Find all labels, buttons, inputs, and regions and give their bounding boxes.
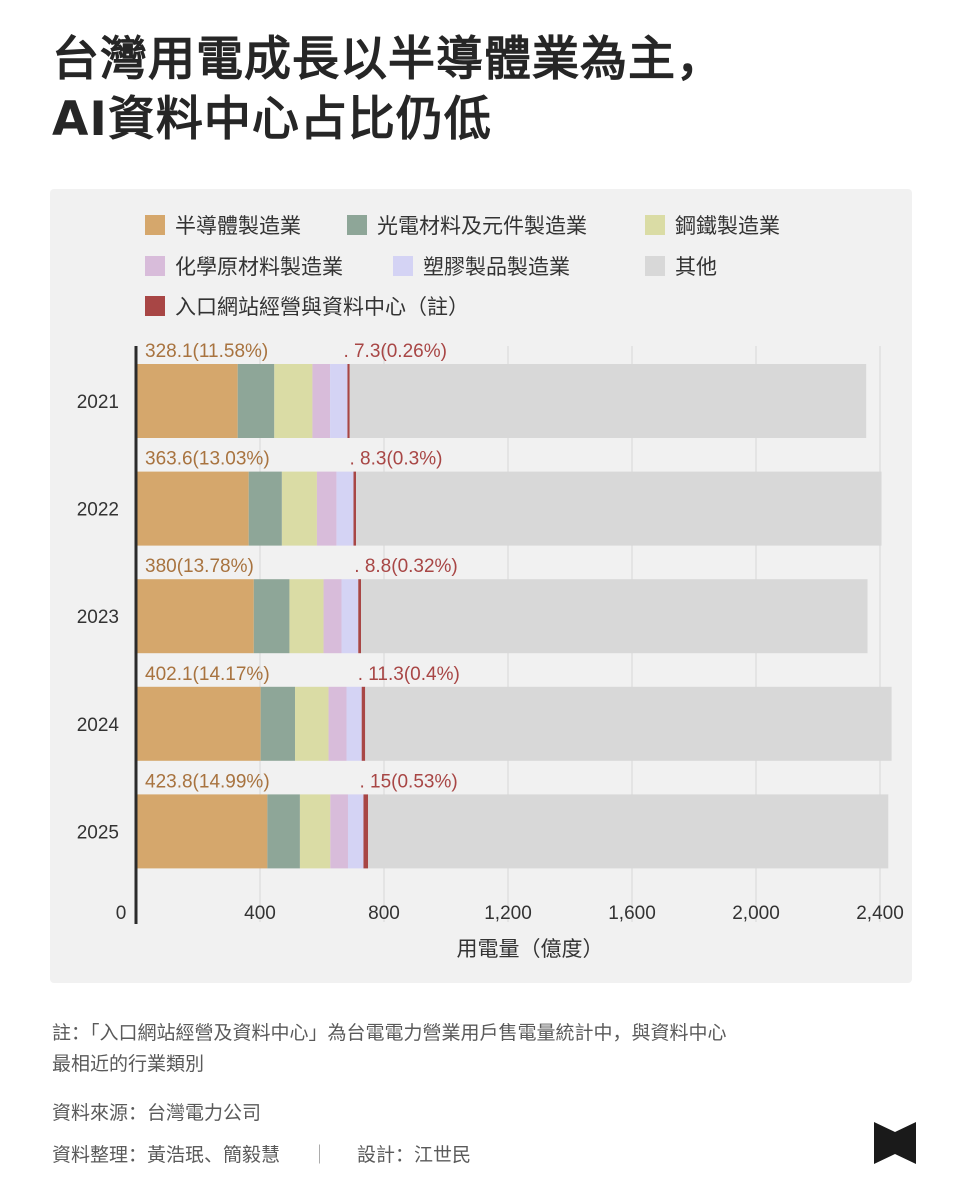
bar-segment: [136, 579, 254, 654]
bar-segment: [312, 364, 331, 438]
bar-segment: [316, 471, 337, 546]
data-label-semiconductor: 380(13.78%): [145, 556, 254, 577]
bar-segment: [328, 686, 347, 761]
bar-segment: [323, 579, 342, 654]
stacked-bar-chart: 2021 328.1(11.58%) . 7.3(0.26%) 2022 363.6(1…: [77, 341, 904, 924]
data-label-semiconductor: 363.6(13.03%): [145, 449, 270, 470]
bar-segment: [368, 794, 889, 869]
credits-separator: ｜: [310, 1144, 330, 1166]
x-tick-label: 800: [368, 903, 400, 924]
bar-segment: [356, 471, 882, 546]
y-tick-label: 2024: [77, 715, 120, 736]
y-tick-label: 2022: [77, 500, 119, 521]
bar-segment: [353, 471, 357, 546]
legend-swatch-plastics: [393, 256, 413, 276]
bar-segment: [358, 579, 361, 654]
bar-segment: [336, 471, 354, 546]
y-tick-label: 2023: [77, 607, 119, 628]
legend-swatch-optoelectronics: [347, 215, 367, 235]
bar-segment: [267, 794, 300, 869]
bar-segment: [363, 794, 369, 869]
bar-segment: [281, 471, 317, 546]
legend-item-semiconductor: 半導體製造業: [145, 210, 301, 240]
legend-label-steel: 鋼鐵製造業: [675, 214, 780, 238]
legend-swatch-steel: [645, 215, 665, 235]
x-tick-label: 2,400: [856, 903, 904, 924]
bar-segment: [360, 579, 868, 654]
bar-segment: [349, 364, 867, 438]
bar-segment: [136, 471, 249, 546]
data-compiled-by: 資料整理：黃浩珉、簡毅慧: [52, 1144, 281, 1166]
footnote: 註：「入口網站經營及資料中心」為台電電力營業用戶售電量統計中，與資料中心 最相近…: [52, 1018, 912, 1080]
legend-item-chemical: 化學原材料製造業: [145, 251, 343, 281]
chart-title-line-2: AI資料中心占比仍低: [52, 92, 492, 147]
legend-swatch-other: [645, 256, 665, 276]
bar-segment: [289, 579, 324, 654]
data-label-semiconductor: 328.1(11.58%): [145, 341, 268, 362]
legend-item-datacenter: 入口網站經營與資料中心（註）: [145, 291, 469, 321]
bar-segment: [341, 579, 359, 654]
data-label-datacenter: . 7.3(0.26%): [343, 341, 447, 362]
chart-title-line-1: 台灣用電成長以半導體業為主，: [52, 32, 724, 87]
credits: 資料整理：黃浩珉、簡毅慧 ｜ 設計：江世民: [52, 1140, 471, 1167]
legend-label-chemical: 化學原材料製造業: [175, 255, 343, 279]
x-tick-label: 0: [116, 903, 127, 924]
legend-item-plastics: 塑膠製品製造業: [393, 251, 570, 281]
x-tick-label: 1,200: [484, 903, 532, 924]
legend-label-semiconductor: 半導體製造業: [175, 214, 301, 238]
x-tick-label: 1,600: [608, 903, 656, 924]
data-source: 資料來源：台灣電力公司: [52, 1102, 262, 1124]
bar-segment: [346, 686, 362, 761]
designer: 設計：江世民: [357, 1144, 472, 1166]
bar-segment: [248, 471, 282, 546]
bar-segment: [365, 686, 892, 761]
bar-segment: [136, 364, 238, 438]
y-tick-label: 2025: [77, 822, 119, 843]
legend-label-optoelectronics: 光電材料及元件製造業: [377, 214, 587, 238]
legend-swatch-datacenter: [145, 296, 165, 316]
bar-segment: [299, 794, 331, 869]
data-label-datacenter: . 8.8(0.32%): [354, 556, 458, 577]
footnote-line-2: 最相近的行業類別: [52, 1053, 205, 1075]
legend-item-steel: 鋼鐵製造業: [645, 210, 780, 240]
legend-label-plastics: 塑膠製品製造業: [423, 255, 570, 279]
data-label-semiconductor: 402.1(14.17%): [145, 664, 270, 685]
data-label-datacenter: . 15(0.53%): [359, 771, 457, 792]
x-axis-title: 用電量（億度）: [456, 937, 604, 961]
legend-swatch-semiconductor: [145, 215, 165, 235]
chart-title: 台灣用電成長以半導體業為主， AI資料中心占比仍低: [52, 30, 724, 150]
bar-segment: [361, 686, 366, 761]
bar-segment: [295, 686, 329, 761]
bar-segment: [347, 364, 350, 438]
footnote-line-1: 註：「入口網站經營及資料中心」為台電電力營業用戶售電量統計中，與資料中心: [52, 1022, 727, 1044]
data-label-datacenter: . 8.3(0.3%): [349, 449, 442, 470]
bar-segment: [237, 364, 275, 438]
bar-segment: [274, 364, 313, 438]
bar-segment: [253, 579, 290, 654]
legend-label-other: 其他: [675, 255, 717, 279]
bar-segment: [330, 364, 348, 438]
legend-item-other: 其他: [645, 251, 717, 281]
legend-label-datacenter: 入口網站經營與資料中心（註）: [175, 295, 469, 319]
x-tick-label: 2,000: [732, 903, 780, 924]
data-label-datacenter: . 11.3(0.4%): [358, 664, 460, 685]
y-tick-label: 2021: [77, 392, 119, 413]
bar-segment: [347, 794, 364, 869]
legend-swatch-chemical: [145, 256, 165, 276]
x-tick-label: 400: [244, 903, 276, 924]
bar-segment: [136, 686, 261, 761]
legend-item-optoelectronics: 光電材料及元件製造業: [347, 210, 587, 240]
bar-segment: [136, 794, 268, 869]
data-label-semiconductor: 423.8(14.99%): [145, 771, 270, 792]
publisher-logo-icon: [874, 1122, 916, 1164]
bar-segment: [330, 794, 348, 869]
bar-segment: [260, 686, 296, 761]
